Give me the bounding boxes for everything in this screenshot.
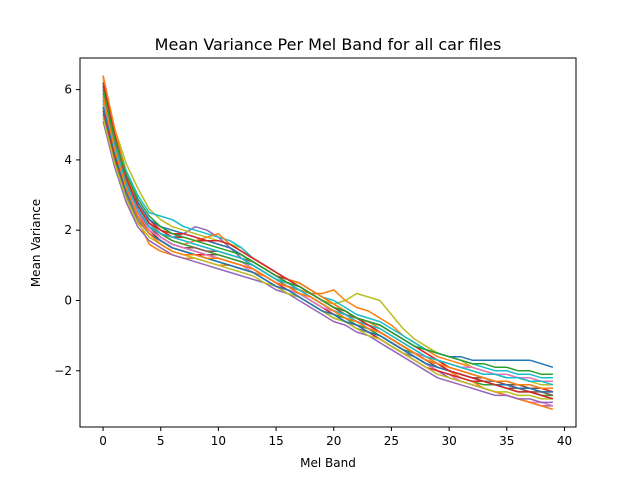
x-axis-label: Mel Band	[300, 456, 356, 470]
y-axis-ticks: −2 0 2 4 6	[54, 83, 80, 378]
x-tick-label: 10	[211, 434, 226, 448]
series-line-23	[102, 89, 553, 376]
y-tick-label: 2	[64, 223, 72, 237]
series-line-10	[102, 82, 553, 379]
x-tick-label: 30	[441, 434, 456, 448]
y-tick-label: −2	[54, 364, 72, 378]
x-axis-ticks: 0 5 10 15 20 25 30 35 40	[99, 427, 572, 448]
plot-frame	[79, 57, 577, 428]
x-tick-label: 35	[499, 434, 514, 448]
y-axis-label: Mean Variance	[29, 199, 43, 287]
series-line-17	[102, 103, 553, 383]
x-tick-label: 25	[384, 434, 399, 448]
x-tick-label: 0	[99, 434, 107, 448]
chart-title: Mean Variance Per Mel Band for all car f…	[155, 35, 502, 54]
series-line-24	[102, 96, 553, 390]
series-line-15	[102, 121, 553, 404]
x-tick-label: 40	[557, 434, 572, 448]
y-tick-label: 6	[64, 83, 72, 97]
series-layer	[102, 75, 554, 411]
y-tick-label: 0	[64, 293, 72, 307]
x-tick-label: 5	[157, 434, 165, 448]
x-tick-label: 20	[326, 434, 341, 448]
y-tick-label: 4	[64, 153, 72, 167]
x-tick-label: 15	[268, 434, 283, 448]
